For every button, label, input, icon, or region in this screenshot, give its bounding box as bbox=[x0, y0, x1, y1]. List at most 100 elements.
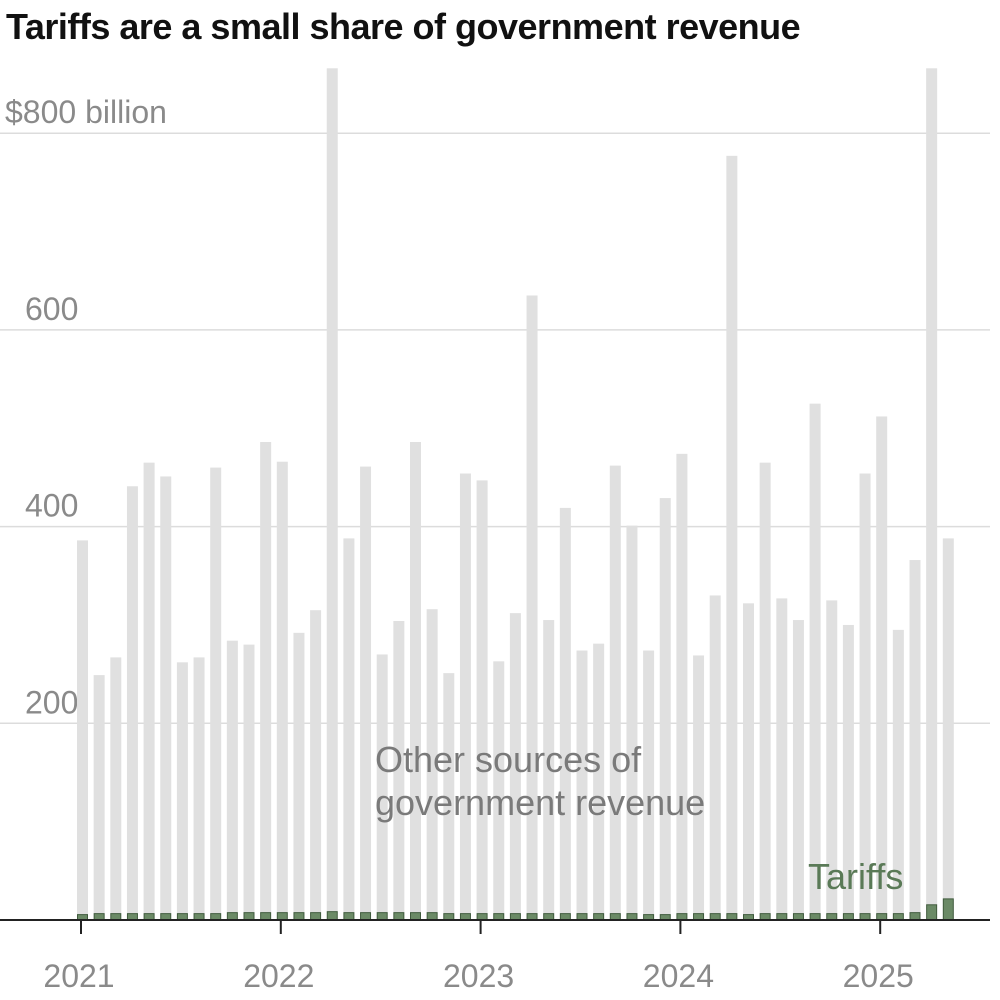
bar-other-2022-08 bbox=[393, 621, 405, 913]
bar-other-2024-01 bbox=[676, 453, 688, 914]
bar-tariffs-2023-10 bbox=[626, 913, 638, 920]
bar-other-2021-11 bbox=[243, 644, 255, 913]
bar-tariffs-2022-06 bbox=[360, 912, 372, 921]
bar-other-2022-10 bbox=[426, 609, 438, 913]
bar-other-2021-06 bbox=[160, 476, 172, 914]
bar-tariffs-2022-03 bbox=[310, 912, 322, 921]
bar-other-2022-04 bbox=[326, 68, 338, 912]
bar-tariffs-2021-05 bbox=[143, 913, 155, 920]
bar-other-2025-01 bbox=[876, 416, 888, 914]
bar-other-2022-12 bbox=[459, 473, 471, 914]
bar-tariffs-2024-06 bbox=[759, 913, 771, 920]
bar-tariffs-2021-07 bbox=[176, 913, 188, 920]
bar-tariffs-2022-02 bbox=[293, 912, 305, 921]
x-tick-label-2022: 2022 bbox=[243, 958, 314, 994]
x-axis: 2021 2022 2023 2024 2025 bbox=[0, 919, 990, 994]
bar-other-2023-02 bbox=[493, 661, 505, 914]
annotation-other-sources-line-1: Other sources of bbox=[375, 739, 642, 780]
bar-other-2023-03 bbox=[509, 613, 521, 914]
y-tick-label-400: 400 bbox=[25, 488, 78, 524]
bar-other-2023-06 bbox=[559, 507, 571, 914]
bar-other-2025-05 bbox=[942, 538, 954, 899]
bar-tariffs-2022-05 bbox=[343, 912, 355, 921]
bar-tariffs-2024-07 bbox=[776, 913, 788, 920]
bar-tariffs-2024-12 bbox=[859, 913, 871, 920]
bar-tariffs-2022-12 bbox=[459, 913, 471, 920]
bar-other-2022-09 bbox=[410, 442, 421, 913]
bar-tariffs-2024-01 bbox=[676, 913, 688, 920]
x-tick-label-2024: 2024 bbox=[643, 958, 714, 994]
bar-tariffs-2021-02 bbox=[93, 913, 105, 920]
bar-tariffs-2025-04 bbox=[926, 904, 938, 920]
bar-tariffs-2024-03 bbox=[709, 913, 721, 920]
bar-tariffs-2024-11 bbox=[842, 913, 854, 920]
bar-tariffs-2022-01 bbox=[276, 912, 288, 921]
bar-other-2024-06 bbox=[759, 462, 771, 914]
bar-tariffs-2022-10 bbox=[426, 912, 438, 921]
bar-tariffs-2023-03 bbox=[509, 913, 521, 920]
bar-tariffs-2021-03 bbox=[110, 913, 122, 920]
bar-other-2023-10 bbox=[626, 525, 638, 914]
bar-tariffs-2023-01 bbox=[476, 913, 488, 920]
bar-other-2021-08 bbox=[193, 657, 205, 914]
bar-other-2023-08 bbox=[593, 643, 605, 914]
x-tick-label-2023: 2023 bbox=[443, 958, 514, 994]
bar-other-2022-03 bbox=[310, 610, 322, 913]
bar-tariffs-2022-07 bbox=[376, 912, 388, 921]
bar-other-2024-03 bbox=[709, 595, 721, 914]
bar-tariffs-2021-08 bbox=[193, 913, 205, 920]
bar-tariffs-2025-05 bbox=[942, 898, 954, 920]
bar-tariffs-2024-04 bbox=[726, 913, 738, 920]
bar-other-2023-11 bbox=[643, 650, 655, 915]
bar-tariffs-2023-11 bbox=[643, 914, 655, 920]
bar-tariffs-2022-09 bbox=[410, 912, 421, 921]
bar-tariffs-2023-08 bbox=[593, 913, 605, 920]
bar-tariffs-2021-11 bbox=[243, 912, 255, 921]
bar-other-2024-07 bbox=[776, 598, 788, 914]
bar-tariffs-2023-02 bbox=[493, 913, 505, 920]
bar-tariffs-2021-10 bbox=[226, 912, 238, 921]
bar-other-2023-09 bbox=[609, 465, 621, 914]
bar-other-2021-03 bbox=[110, 657, 122, 914]
bar-tariffs-2023-12 bbox=[659, 914, 671, 920]
bar-other-2021-10 bbox=[226, 640, 238, 913]
bar-other-2022-01 bbox=[276, 461, 288, 913]
bar-other-2024-05 bbox=[743, 603, 754, 915]
bar-other-2022-11 bbox=[443, 673, 455, 914]
bar-tariffs-2022-08 bbox=[393, 912, 405, 921]
bar-other-2021-09 bbox=[210, 467, 222, 914]
bars bbox=[77, 68, 954, 921]
bar-tariffs-2021-12 bbox=[260, 912, 272, 921]
bar-other-2021-04 bbox=[126, 486, 138, 914]
y-tick-label-200: 200 bbox=[25, 684, 78, 720]
bar-tariffs-2025-03 bbox=[909, 912, 921, 921]
bar-tariffs-2025-01 bbox=[876, 913, 888, 920]
bar-tariffs-2023-04 bbox=[526, 913, 538, 920]
y-tick-label-600: 600 bbox=[25, 291, 78, 327]
bar-other-2023-04 bbox=[526, 295, 538, 914]
chart-title: Tariffs are a small share of government … bbox=[6, 6, 801, 47]
bar-tariffs-2021-01 bbox=[77, 914, 88, 920]
bar-tariffs-2024-09 bbox=[809, 913, 821, 920]
bar-tariffs-2023-09 bbox=[609, 913, 621, 920]
bar-other-2021-05 bbox=[143, 462, 155, 914]
bar-other-2024-10 bbox=[826, 600, 838, 914]
bar-tariffs-2023-07 bbox=[576, 913, 588, 920]
x-tick-label-2025: 2025 bbox=[843, 958, 914, 994]
bar-other-2024-04 bbox=[726, 155, 738, 914]
bar-other-2022-06 bbox=[360, 466, 372, 913]
bar-tariffs-2022-11 bbox=[443, 913, 455, 920]
annotation-tariffs: Tariffs bbox=[808, 856, 903, 897]
bar-tariffs-2021-09 bbox=[210, 913, 222, 920]
bar-other-2022-07 bbox=[376, 654, 388, 913]
bar-other-2021-01 bbox=[77, 540, 88, 915]
bar-tariffs-2023-05 bbox=[543, 913, 555, 920]
bar-tariffs-2023-06 bbox=[559, 913, 571, 920]
bar-other-2025-03 bbox=[909, 560, 921, 913]
annotation-other-sources-line-2: government revenue bbox=[375, 782, 705, 823]
x-tick-label-2021: 2021 bbox=[43, 958, 114, 994]
bar-other-2024-12 bbox=[859, 473, 871, 914]
bar-tariffs-2024-02 bbox=[693, 913, 705, 920]
